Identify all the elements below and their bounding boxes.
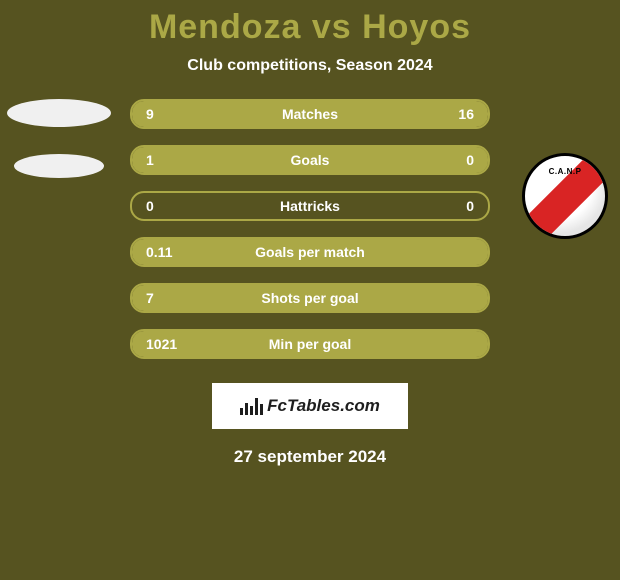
shield-badge-icon: C.A.N.P xyxy=(522,153,608,239)
stat-value-right: 0 xyxy=(466,152,474,168)
page-title: Mendoza vs Hoyos xyxy=(149,8,471,47)
stat-value-right: 16 xyxy=(458,106,474,122)
stat-value-left: 1 xyxy=(146,152,154,168)
stat-label: Goals per match xyxy=(255,244,365,260)
stat-value-left: 7 xyxy=(146,290,154,306)
stat-value-left: 0.11 xyxy=(146,244,172,260)
stat-row: 1021 Min per goal xyxy=(130,329,490,359)
stats-area: C.A.N.P 9 Matches 16 1 Goals 0 0 Hattric… xyxy=(0,99,620,375)
date-label: 27 september 2024 xyxy=(234,447,386,467)
watermark-logo: FcTables.com xyxy=(240,396,380,416)
stat-value-left: 1021 xyxy=(146,336,177,352)
stat-value-left: 0 xyxy=(146,198,154,214)
bars-icon xyxy=(240,397,263,415)
watermark[interactable]: FcTables.com xyxy=(212,383,408,429)
root-container: Mendoza vs Hoyos Club competitions, Seas… xyxy=(0,0,620,580)
stat-value-right: 0 xyxy=(466,198,474,214)
stat-label: Shots per goal xyxy=(261,290,358,306)
ellipse-badge-icon xyxy=(14,154,104,178)
stat-row: 0.11 Goals per match xyxy=(130,237,490,267)
stat-row: 7 Shots per goal xyxy=(130,283,490,313)
stat-label: Matches xyxy=(282,106,338,122)
team-right-badge: C.A.N.P xyxy=(510,153,620,239)
subtitle: Club competitions, Season 2024 xyxy=(187,57,432,75)
watermark-text: FcTables.com xyxy=(267,396,380,416)
stat-label: Hattricks xyxy=(280,198,340,214)
team-left-badge-1 xyxy=(4,99,114,127)
stat-label: Goals xyxy=(291,152,330,168)
stat-row: 1 Goals 0 xyxy=(130,145,490,175)
stat-row: 0 Hattricks 0 xyxy=(130,191,490,221)
stat-label: Min per goal xyxy=(269,336,351,352)
stat-row: 9 Matches 16 xyxy=(130,99,490,129)
team-left-badge-2 xyxy=(4,154,114,178)
ellipse-badge-icon xyxy=(7,99,111,127)
shield-text: C.A.N.P xyxy=(522,167,608,176)
stat-value-left: 9 xyxy=(146,106,154,122)
